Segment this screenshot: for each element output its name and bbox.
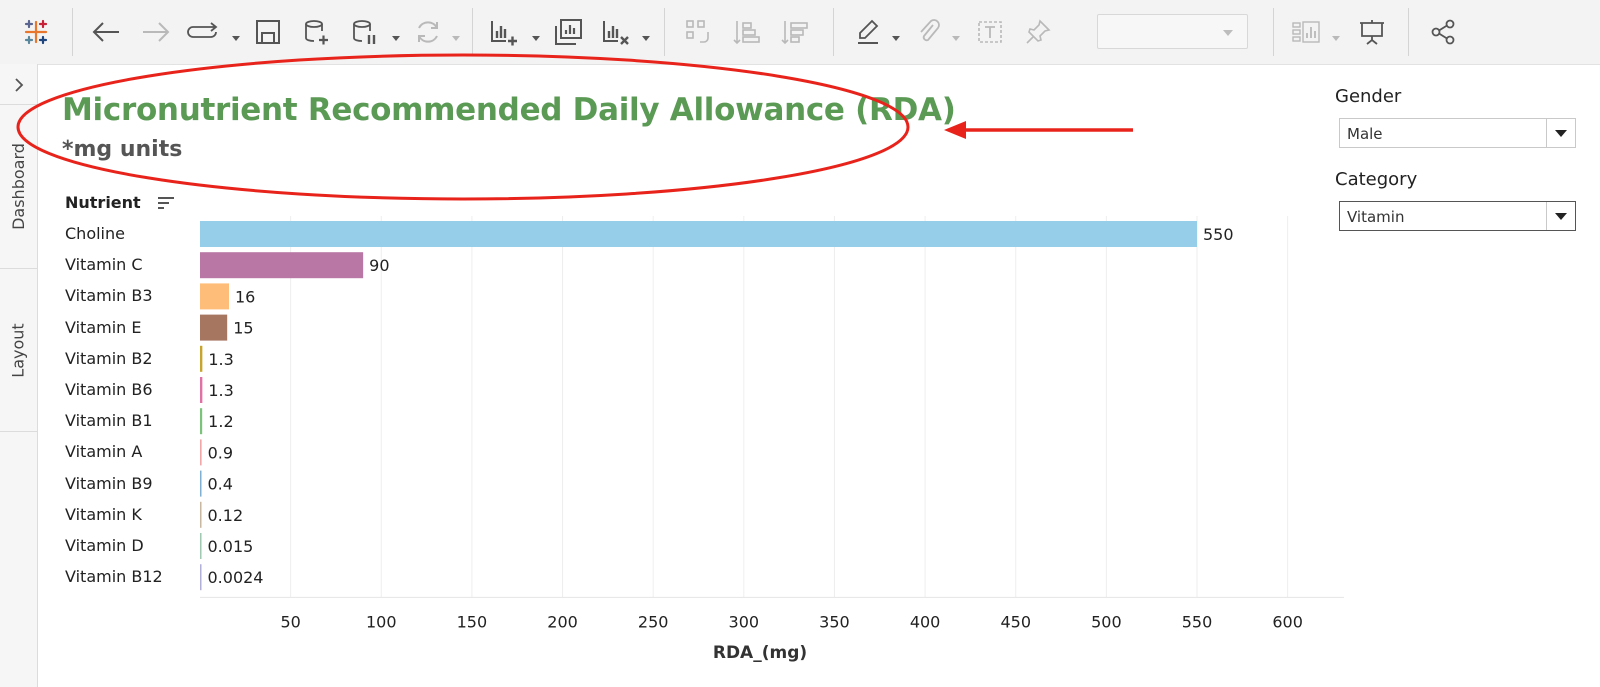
data-dropdown-icon[interactable]	[391, 28, 401, 47]
presentation-mode-icon[interactable]	[1354, 12, 1390, 52]
refresh-dropdown-icon[interactable]	[451, 28, 461, 47]
bar-value-label: 1.3	[208, 381, 233, 400]
bar[interactable]	[200, 408, 203, 435]
bar[interactable]	[200, 439, 202, 466]
x-tick-label: 200	[547, 612, 578, 631]
cards-dropdown-icon[interactable]	[1331, 28, 1341, 47]
bar-value-label: 550	[1203, 225, 1234, 244]
show-mark-labels-icon[interactable]	[972, 12, 1008, 52]
bar-value-label: 1.2	[208, 412, 233, 431]
x-tick-label: 350	[819, 612, 850, 631]
bar[interactable]	[200, 470, 202, 497]
row-label[interactable]: Choline	[65, 224, 125, 243]
highlight-dropdown-icon[interactable]	[891, 28, 901, 47]
replay-dropdown-icon[interactable]	[231, 28, 241, 47]
row-label[interactable]: Vitamin K	[65, 504, 142, 524]
bar[interactable]	[200, 377, 203, 403]
row-label[interactable]: Vitamin A	[65, 442, 143, 462]
save-icon[interactable]	[250, 12, 286, 52]
clear-sheet-icon[interactable]	[598, 12, 634, 52]
nutrient-column-header[interactable]: Nutrient	[65, 193, 141, 212]
row-label[interactable]: Vitamin E	[65, 317, 142, 337]
new-worksheet-icon[interactable]	[486, 12, 522, 52]
x-tick-label: 50	[280, 612, 300, 631]
show-cards-icon[interactable]	[1288, 12, 1324, 52]
row-label[interactable]: Vitamin B3	[65, 286, 153, 306]
category-filter-dropdown[interactable]: Vitamin	[1339, 201, 1576, 231]
bar[interactable]	[200, 501, 202, 528]
redo-icon[interactable]	[138, 12, 174, 52]
chevron-down-icon[interactable]	[1546, 202, 1575, 230]
swap-rows-columns-icon[interactable]	[680, 12, 716, 52]
fit-dropdown[interactable]	[1097, 14, 1248, 49]
clear-dropdown-icon[interactable]	[641, 28, 651, 47]
row-label[interactable]: Vitamin B12	[65, 567, 163, 587]
row-label[interactable]: Vitamin B2	[65, 348, 153, 368]
x-tick-label: 250	[638, 612, 669, 631]
sort-ascending-icon[interactable]	[728, 12, 764, 52]
refresh-icon[interactable]	[410, 12, 446, 52]
undo-icon[interactable]	[88, 12, 124, 52]
duplicate-sheet-icon[interactable]	[550, 12, 586, 52]
group-members-icon[interactable]	[910, 12, 946, 52]
gender-filter-label: Gender	[1335, 86, 1402, 107]
replay-icon[interactable]	[185, 12, 221, 52]
row-label[interactable]: Vitamin B9	[65, 473, 153, 493]
tab-layout[interactable]: Layout	[0, 269, 37, 432]
x-tick-label: 500	[1091, 612, 1122, 631]
bar-value-label: 0.4	[208, 475, 233, 494]
bar[interactable]	[200, 533, 202, 559]
x-axis-title: RDA_(mg)	[712, 643, 808, 663]
group-dropdown-icon[interactable]	[951, 28, 961, 47]
x-tick-label: 400	[910, 612, 941, 631]
chevron-down-icon[interactable]	[1546, 119, 1575, 147]
x-tick-label: 300	[729, 612, 760, 631]
bar-value-label: 0.0024	[208, 568, 264, 587]
tableau-logo-icon[interactable]	[18, 12, 54, 52]
sort-icon[interactable]	[157, 195, 175, 214]
share-icon[interactable]	[1425, 12, 1461, 52]
row-label[interactable]: Vitamin B6	[65, 380, 153, 399]
bar-value-label: 90	[369, 256, 389, 275]
x-tick-label: 550	[1182, 612, 1213, 631]
bar-value-label: 0.015	[208, 537, 254, 556]
bar[interactable]	[200, 283, 230, 310]
tab-dashboard[interactable]: Dashboard	[0, 104, 37, 269]
new-data-source-icon[interactable]	[298, 12, 334, 52]
bar[interactable]	[200, 314, 228, 341]
bar-value-label: 0.12	[208, 506, 244, 525]
highlight-icon[interactable]	[850, 12, 886, 52]
x-tick-label: 600	[1272, 612, 1303, 631]
bar[interactable]	[200, 252, 364, 279]
bar[interactable]	[200, 221, 1197, 247]
x-tick-label: 100	[366, 612, 397, 631]
sort-descending-icon[interactable]	[776, 12, 812, 52]
category-filter-value: Vitamin	[1347, 208, 1405, 226]
row-label[interactable]: Vitamin C	[65, 255, 143, 275]
bar-value-label: 0.9	[208, 443, 233, 462]
category-filter-label: Category	[1335, 169, 1418, 190]
bar[interactable]	[200, 345, 203, 372]
row-label[interactable]: Vitamin B1	[65, 411, 153, 431]
x-tick-label: 150	[457, 612, 488, 631]
gender-filter-value: Male	[1347, 125, 1383, 143]
bar[interactable]	[200, 564, 202, 591]
fix-axes-pin-icon[interactable]	[1020, 12, 1056, 52]
pause-data-updates-icon[interactable]	[346, 12, 382, 52]
bar-value-label: 16	[235, 287, 255, 306]
bar-value-label: 1.3	[208, 350, 233, 369]
gender-filter-dropdown[interactable]: Male	[1339, 118, 1576, 148]
new-sheet-dropdown-icon[interactable]	[531, 28, 541, 47]
bar-value-label: 15	[233, 319, 253, 338]
x-tick-label: 450	[1000, 612, 1031, 631]
row-label[interactable]: Vitamin D	[65, 536, 144, 555]
